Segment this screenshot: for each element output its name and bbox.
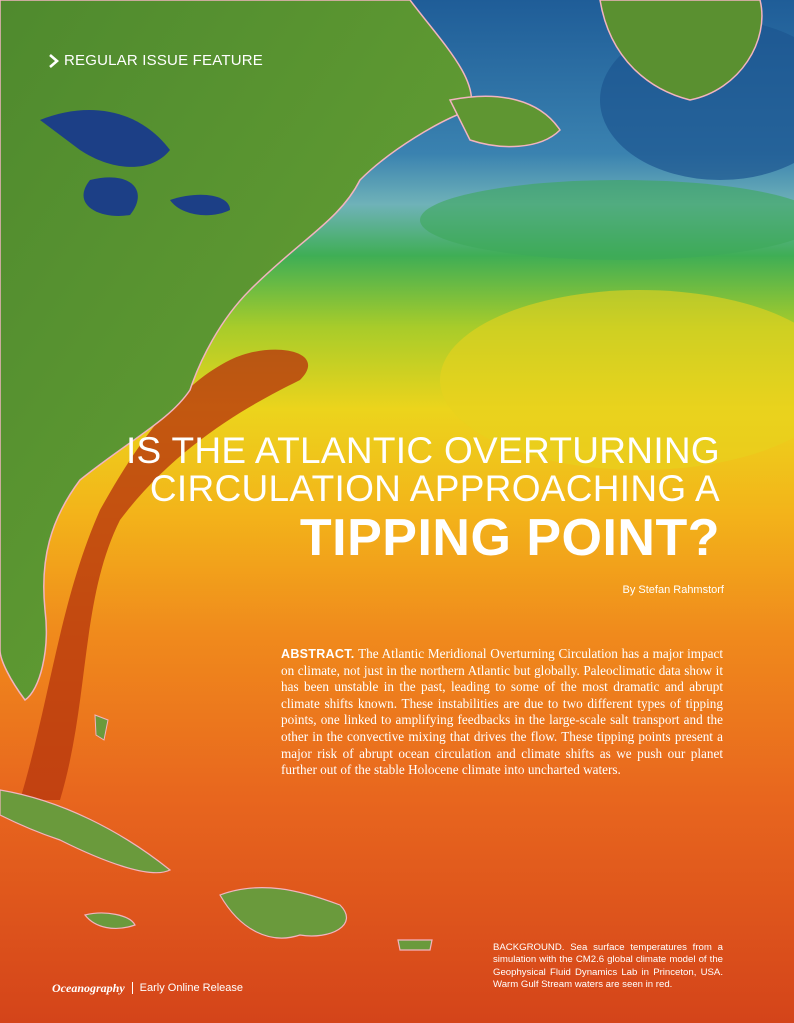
footer: Oceanography Early Online Release xyxy=(52,982,243,994)
title-line: IS THE ATLANTIC OVERTURNING xyxy=(125,430,720,471)
caption: BACKGROUND. Sea surface temperatures fro… xyxy=(493,942,723,990)
journal-name: Oceanography xyxy=(52,982,133,994)
byline: By Stefan Rahmstorf xyxy=(622,584,725,596)
chevron-icon xyxy=(49,54,59,68)
abstract-label: ABSTRACT. xyxy=(281,647,355,661)
section-label: REGULAR ISSUE FEATURE xyxy=(64,52,263,69)
title: IS THE ATLANTIC OVERTURNING CIRCULATION … xyxy=(126,432,720,568)
release-label: Early Online Release xyxy=(139,982,244,994)
title-emphasis: TIPPING POINT? xyxy=(299,509,720,567)
abstract-text: The Atlantic Meridional Overturning Circ… xyxy=(281,646,724,778)
abstract: ABSTRACT. The Atlantic Meridional Overtu… xyxy=(281,646,723,779)
title-line: CIRCULATION APPROACHING A xyxy=(149,468,720,509)
